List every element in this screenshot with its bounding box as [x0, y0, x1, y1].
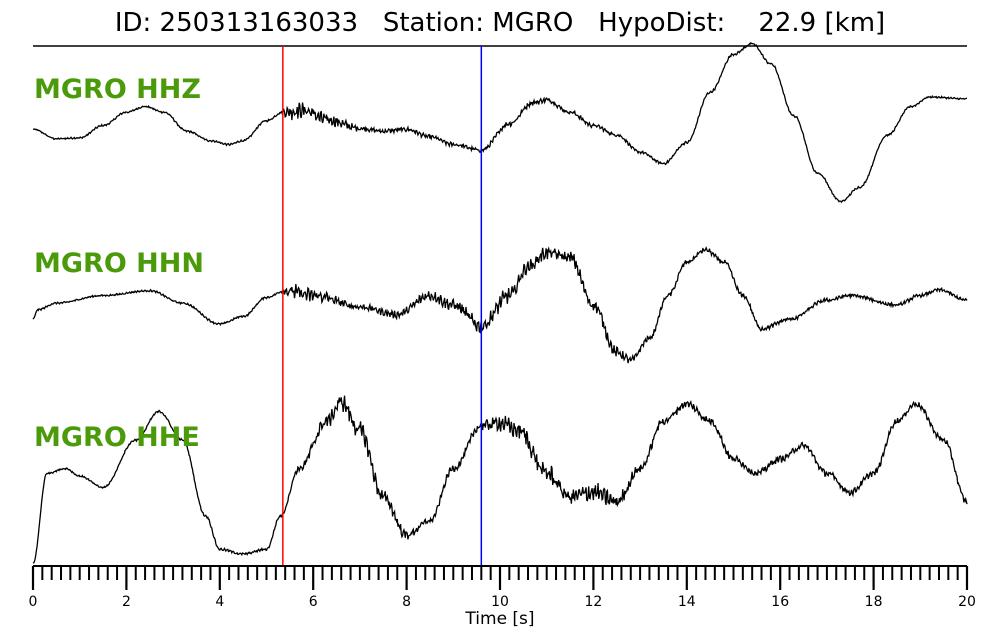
x-axis-label: Time [s] — [464, 609, 534, 629]
trace-mgro-hhe — [32, 395, 968, 564]
x-tick-label: 14 — [678, 594, 696, 610]
x-tick-label: 2 — [122, 594, 131, 610]
x-tick-label: 12 — [584, 594, 602, 610]
x-tick-label: 4 — [215, 594, 224, 610]
x-tick-label: 8 — [402, 594, 411, 610]
trace-label-hhn: MGRO HHN — [34, 248, 204, 279]
time-axis: 0 2 4 6 8 10 12 14 16 18 20 — [29, 565, 976, 610]
x-tick-label: 10 — [491, 594, 509, 610]
x-tick-label: 16 — [771, 594, 789, 610]
trace-mgro-hhz — [32, 41, 968, 204]
trace-label-hhz: MGRO HHZ — [34, 74, 201, 105]
x-tick-label: 18 — [865, 594, 883, 610]
x-tick-label: 0 — [29, 594, 38, 610]
trace-mgro-hhn — [32, 246, 968, 364]
trace-label-hhe: MGRO HHE — [34, 422, 200, 453]
x-tick-label: 20 — [958, 594, 976, 610]
x-tick-label: 6 — [309, 594, 318, 610]
traces-group — [32, 41, 968, 564]
page-title: ID: 250313163033 Station: MGRO HypoDist:… — [114, 8, 886, 38]
